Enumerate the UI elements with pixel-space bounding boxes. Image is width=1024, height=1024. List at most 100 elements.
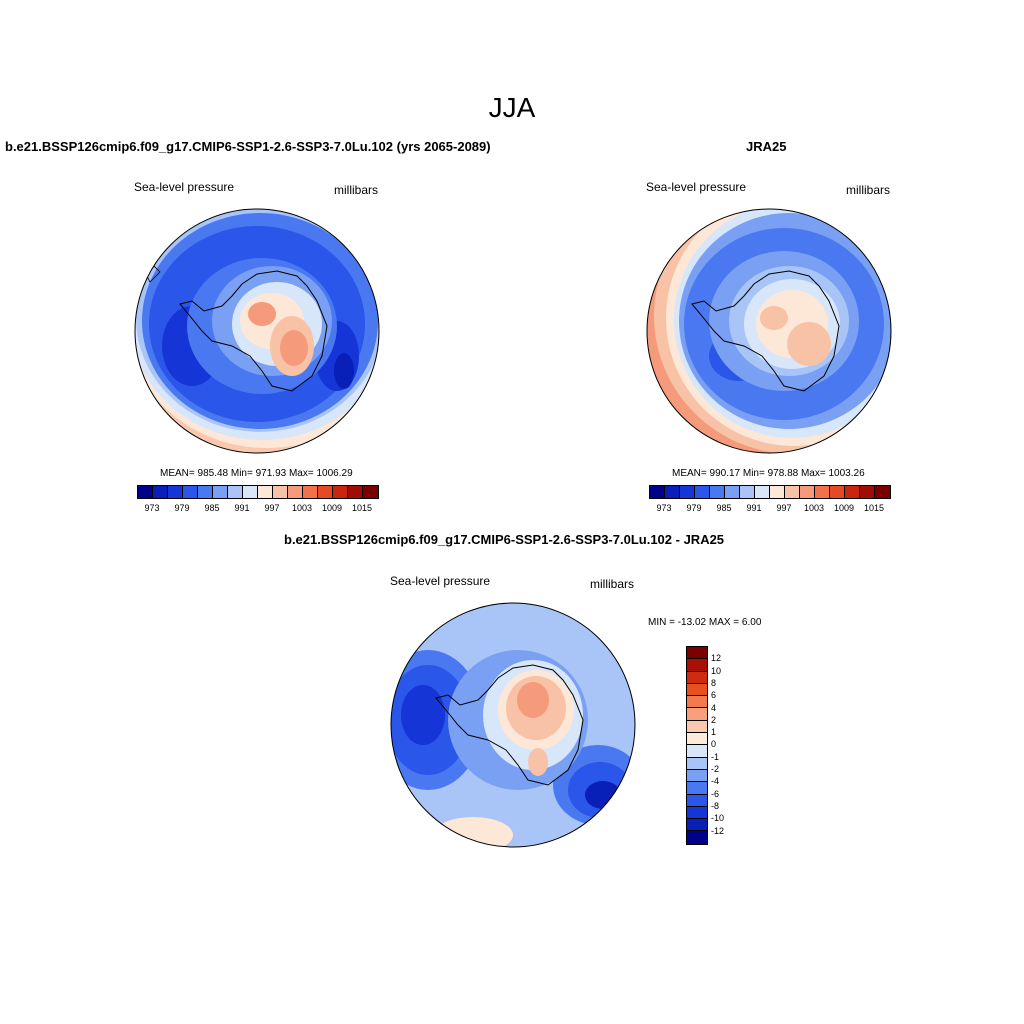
model-units-label: millibars [334,183,379,197]
obs-panel-title: JRA25 [746,139,787,154]
colorbar-swatch [665,486,680,498]
colorbar-tick-label: 997 [264,503,280,513]
colorbar-swatch [860,486,875,498]
page-title: JJA [488,92,536,123]
colorbar-tick-label: 979 [686,503,702,513]
colorbar-tick-label: 1003 [803,503,825,513]
colorbar-swatch [725,486,740,498]
diff-colorbar-swatch [687,696,707,709]
model-panel-title: b.e21.BSSP126cmip6.f09_g17.CMIP6-SSP1-2.… [5,139,491,154]
obs-stats: MEAN= 990.17 Min= 978.88 Max= 1003.26 [672,468,865,479]
diff-colorbar-swatch [687,769,707,783]
obs-colorbar-ticks: 973 979 985 991 997 1003 1009 1015 [649,503,889,515]
colorbar-tick-label: 1009 [833,503,855,513]
colorbar-tick-label: 991 [234,503,250,513]
colorbar-swatch [288,486,303,498]
colorbar-swatch [333,486,348,498]
diff-colorbar-tick-label: -4 [711,776,720,787]
colorbar-tick-label: 1009 [321,503,343,513]
diff-colorbar-tick-label: -1 [711,751,720,762]
colorbar-swatch [228,486,243,498]
diff-colorbar-tick-label: 0 [711,739,717,750]
diff-colorbar-tick-label: -8 [711,800,720,811]
colorbar-swatch [318,486,333,498]
diff-colorbar-tick-label: -6 [711,788,720,799]
diff-colorbar-tick-label: 2 [711,714,717,725]
model-colorbar-ticks: 973 979 985 991 997 1003 1009 1015 [137,503,377,515]
diff-colorbar-swatch [687,806,707,820]
colorbar-swatch [740,486,755,498]
diff-colorbar-swatch [687,794,707,807]
diff-colorbar-tick-label: -10 [711,813,725,824]
colorbar-swatch [153,486,168,498]
colorbar-tick-label: 1015 [351,503,373,513]
colorbar-swatch [213,486,228,498]
colorbar-tick-label: 973 [144,503,160,513]
colorbar-swatch [770,486,785,498]
obs-polar-map [646,208,892,454]
diff-colorbar [686,646,708,845]
colorbar-swatch [348,486,363,498]
colorbar-swatch [243,486,258,498]
diff-colorbar-swatch [687,720,707,734]
colorbar-tick-label: 997 [776,503,792,513]
colorbar-swatch [875,486,890,498]
diff-colorbar-swatch [687,757,707,770]
colorbar-tick-label: 991 [746,503,762,513]
colorbar-swatch [303,486,318,498]
obs-field-label: Sea-level pressure [646,180,747,194]
colorbar-swatch [815,486,830,498]
diff-units-label: millibars [590,577,635,591]
diff-colorbar-swatch [687,647,707,660]
diff-colorbar-tick-label: 6 [711,690,717,701]
colorbar-tick-label: 1015 [863,503,885,513]
colorbar-swatch [183,486,198,498]
diff-colorbar-swatch [687,659,707,672]
colorbar-tick-label: 1003 [291,503,313,513]
colorbar-swatch [785,486,800,498]
diff-panel-title: b.e21.BSSP126cmip6.f09_g17.CMIP6-SSP1-2.… [284,532,725,547]
colorbar-swatch [845,486,860,498]
diff-colorbar-swatch [687,683,707,697]
model-field-label: Sea-level pressure [134,180,235,194]
diff-colorbar-swatch [687,831,707,844]
diff-colorbar-tick-label: 1 [711,727,717,738]
diff-colorbar-swatch [687,819,707,832]
colorbar-tick-label: 985 [204,503,220,513]
diff-colorbar-tick-label: 12 [711,653,722,664]
colorbar-swatch [800,486,815,498]
diff-colorbar-swatch [687,733,707,746]
diff-stats: MIN = -13.02 MAX = 6.00 [648,617,762,628]
colorbar-swatch [168,486,183,498]
obs-units-label: millibars [846,183,891,197]
diff-colorbar-swatch [687,782,707,795]
diff-colorbar-tick-label: -2 [711,764,720,774]
obs-colorbar [649,485,891,499]
colorbar-swatch [695,486,710,498]
colorbar-swatch [680,486,695,498]
colorbar-tick-label: 973 [656,503,672,513]
colorbar-swatch [198,486,213,498]
colorbar-swatch [830,486,845,498]
colorbar-swatch [258,486,273,498]
model-colorbar [137,485,379,499]
colorbar-tick-label: 985 [716,503,732,513]
colorbar-swatch [138,486,153,498]
colorbar-swatch [710,486,725,498]
colorbar-swatch [363,486,378,498]
diff-field-label: Sea-level pressure [390,574,491,588]
diff-colorbar-swatch [687,671,707,684]
diff-colorbar-ticks: 12 10 8 6 4 2 1 0 -1 -2 -4 -6 -8 -10 -12 [711,646,751,844]
diff-colorbar-tick-label: 10 [711,665,722,676]
colorbar-tick-label: 979 [174,503,190,513]
colorbar-swatch [755,486,770,498]
model-polar-map [134,208,380,454]
colorbar-swatch [650,486,665,498]
diff-colorbar-tick-label: -12 [711,825,725,836]
diff-polar-map [390,602,636,848]
colorbar-swatch [273,486,288,498]
diff-colorbar-swatch [687,745,707,758]
model-stats: MEAN= 985.48 Min= 971.93 Max= 1006.29 [160,468,353,479]
diff-colorbar-tick-label: 4 [711,702,717,713]
diff-colorbar-swatch [687,708,707,721]
